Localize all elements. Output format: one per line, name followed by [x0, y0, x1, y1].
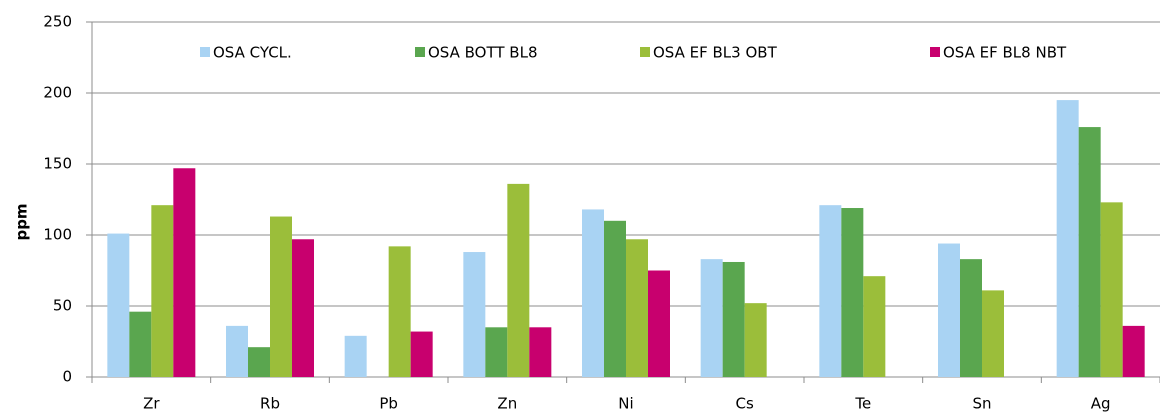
legend-label: OSA BOTT BL8 — [428, 44, 538, 62]
bar — [648, 270, 670, 377]
x-tick-label: Te — [854, 395, 871, 413]
bar — [1078, 127, 1101, 377]
bar — [226, 325, 248, 377]
y-tick-label: 150 — [43, 155, 72, 173]
bar — [344, 335, 367, 377]
bar — [626, 239, 648, 377]
legend-swatch — [640, 47, 650, 57]
x-tick-label: Ni — [618, 395, 633, 413]
x-tick-label: Pb — [379, 395, 398, 413]
x-tick-label: Zr — [143, 395, 160, 413]
legend-label: OSA CYCL. — [213, 44, 292, 62]
legend-swatch — [415, 47, 425, 57]
bar — [982, 290, 1004, 377]
y-tick-label: 50 — [53, 297, 72, 315]
bar — [1056, 100, 1079, 377]
bar — [107, 233, 130, 377]
bar — [388, 246, 411, 377]
y-axis-label: ppm — [13, 203, 31, 240]
bar — [410, 331, 433, 377]
bar — [841, 208, 864, 377]
bar — [151, 205, 174, 377]
legend-label: OSA EF BL8 NBT — [943, 44, 1067, 62]
y-tick-label: 200 — [43, 84, 72, 102]
x-tick-label: Cs — [736, 395, 754, 413]
bar — [507, 183, 530, 377]
x-tick-label: Rb — [260, 395, 280, 413]
legend-label: OSA EF BL3 OBT — [653, 44, 778, 62]
x-tick-label: Sn — [972, 395, 991, 413]
bar — [173, 168, 196, 377]
bar — [1122, 325, 1145, 377]
bar — [1100, 202, 1123, 377]
bar — [819, 205, 842, 377]
x-tick-label: Ag — [1091, 395, 1111, 413]
bar — [700, 259, 723, 377]
y-tick-label: 100 — [43, 226, 72, 244]
bar — [292, 239, 314, 377]
bar — [863, 276, 886, 377]
bar — [744, 303, 767, 377]
bar — [722, 261, 745, 377]
bar — [604, 220, 626, 377]
legend-swatch — [200, 47, 210, 57]
bar — [938, 243, 960, 377]
y-tick-label: 250 — [43, 13, 72, 31]
bar — [582, 209, 604, 377]
bar — [463, 252, 486, 377]
x-tick-label: Zn — [497, 395, 517, 413]
bar — [485, 327, 508, 377]
bar — [270, 216, 292, 377]
bar — [529, 327, 552, 377]
bar — [960, 259, 982, 377]
y-tick-label: 0 — [62, 368, 72, 386]
bar — [129, 311, 152, 377]
bar — [248, 347, 270, 377]
legend-swatch — [930, 47, 940, 57]
